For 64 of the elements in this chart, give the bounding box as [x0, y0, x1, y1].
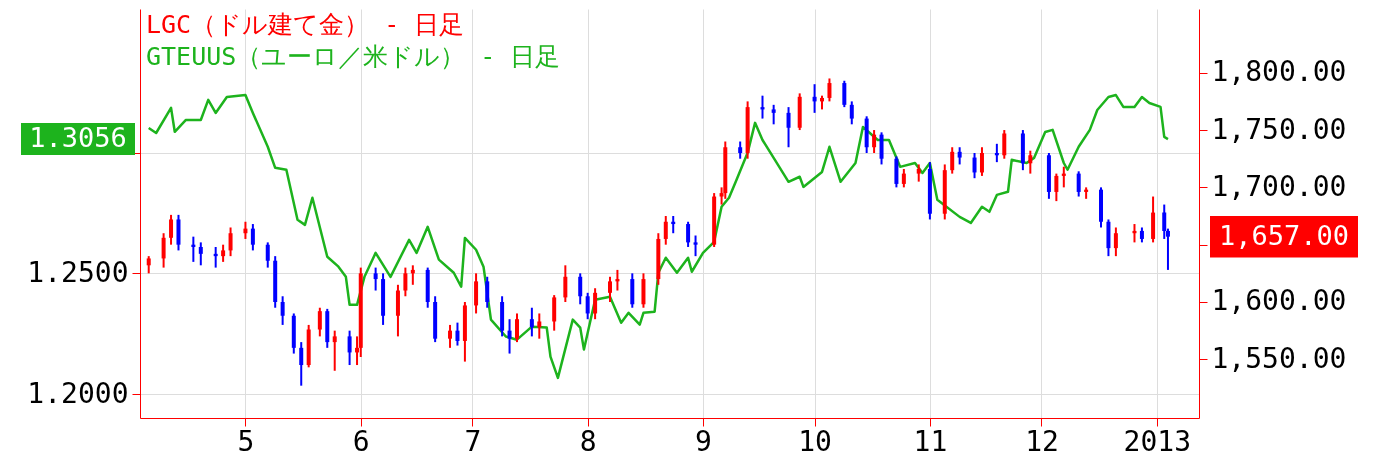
- candlestick: [950, 146, 955, 175]
- candlestick: [514, 312, 519, 344]
- x-tick-label: 5: [237, 424, 255, 454]
- candlestick: [842, 79, 847, 109]
- candlestick: [1113, 226, 1118, 258]
- candlestick: [972, 151, 977, 180]
- candlestick: [485, 275, 490, 309]
- candlestick: [786, 106, 791, 149]
- candlestick: [1076, 170, 1081, 198]
- candlestick: [373, 266, 378, 292]
- line-series: [147, 93, 1170, 380]
- candlestick: [403, 266, 408, 298]
- candlestick: [578, 272, 583, 306]
- candlestick: [771, 103, 776, 126]
- y-tick-label: 1.2000: [27, 376, 129, 410]
- candlestick: [228, 226, 233, 258]
- y2-tick-label: 1,800.00: [1211, 55, 1347, 89]
- candlestick: [507, 318, 512, 355]
- candlestick: [529, 306, 534, 338]
- candlestick: [849, 100, 854, 126]
- candlestick: [872, 129, 877, 154]
- candlestick: [169, 213, 174, 246]
- x-tick-label: 8: [579, 424, 597, 454]
- text: 1,657.00: [1218, 219, 1350, 251]
- candlestick: [448, 323, 453, 349]
- candlestick: [265, 241, 270, 269]
- candlestick: [161, 232, 166, 269]
- candlestick: [607, 275, 612, 303]
- candlestick: [537, 312, 542, 340]
- x-tick-label: 7: [464, 424, 482, 454]
- candlestick: [563, 264, 568, 303]
- y2-tick-label: 1,700.00: [1211, 169, 1347, 203]
- y2-tick-label: 1,750.00: [1211, 112, 1347, 146]
- series-label: GTEUUS（ユーロ／米ドル） - 日足: [146, 42, 561, 71]
- candlestick: [1054, 172, 1059, 203]
- x-tick-label: 9: [695, 424, 712, 454]
- candlestick: [585, 291, 590, 321]
- candlestick: [347, 329, 352, 367]
- text: 1.3056: [29, 122, 127, 154]
- candlestick: [250, 223, 255, 252]
- candlestick: [693, 234, 698, 258]
- candlestick: [332, 329, 337, 372]
- x-tick-label: 6: [352, 424, 370, 454]
- candlestick: [317, 306, 322, 338]
- y2-tick-label: 1,600.00: [1211, 284, 1347, 318]
- y-tick-label: 1.2500: [27, 255, 129, 289]
- x-tick-label: 11: [913, 424, 948, 454]
- candlestick: [299, 341, 304, 387]
- candlestick: [1028, 149, 1033, 175]
- x-tick-label: 2013: [1123, 424, 1192, 454]
- candlestick: [686, 220, 691, 248]
- candlestick: [198, 241, 203, 267]
- x-tick-label: 10: [798, 424, 832, 454]
- candlestick: [901, 168, 906, 189]
- candlestick: [455, 321, 460, 347]
- candlestick: [827, 77, 832, 103]
- candlestick: [979, 146, 984, 177]
- candlestick: [280, 295, 285, 326]
- x-tick-label: 12: [1025, 424, 1059, 454]
- candlestick: [663, 215, 668, 246]
- candlestick: [593, 287, 598, 321]
- y2-tick-label: 1,550.00: [1211, 341, 1347, 375]
- candlestick: [1002, 129, 1007, 160]
- text: LGC（ドル建て金） - 日足: [146, 10, 465, 39]
